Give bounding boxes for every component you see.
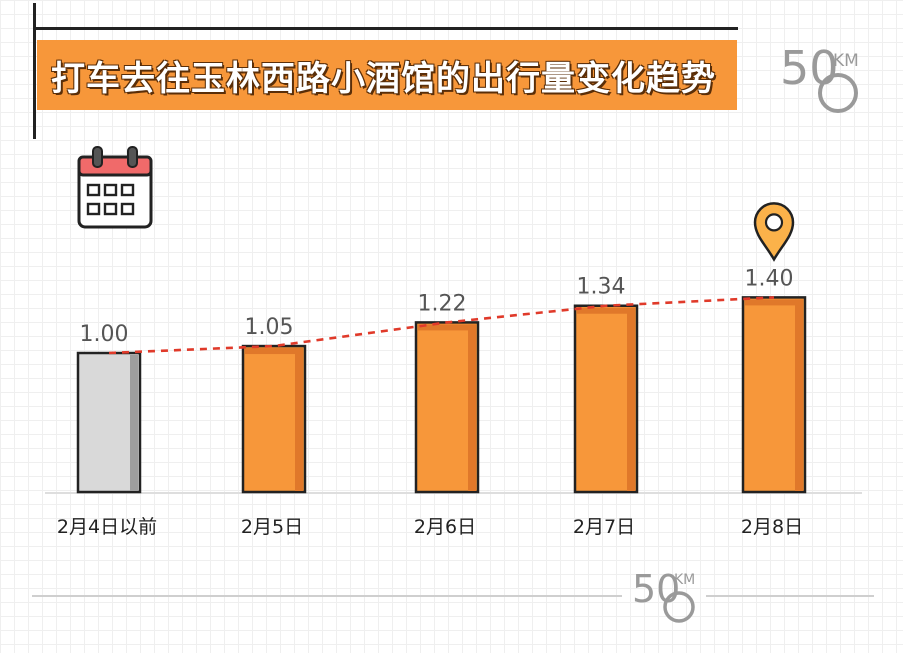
bar-shade: [795, 299, 803, 491]
brand-logo-icon: 50 KM: [780, 41, 859, 113]
category-label: 2月7日: [573, 516, 635, 538]
value-label: 1.22: [418, 291, 467, 316]
value-label: 1.34: [577, 275, 626, 300]
bar: [573, 304, 639, 494]
bar: [741, 296, 807, 494]
bar-top-band: [577, 307, 635, 314]
bar-shade: [130, 355, 138, 491]
value-labels-group: 1.00 1.05 1.22 1.34 1.40: [80, 266, 794, 347]
category-label: 2月4日以前: [57, 516, 157, 538]
bar-top-band: [745, 299, 803, 306]
footer-rule-left: [32, 595, 622, 597]
bar-top-band: [418, 324, 476, 331]
value-label: 1.05: [245, 315, 294, 340]
footer-logo-unit: KM: [674, 572, 695, 588]
footer-rule-right: [706, 595, 874, 597]
title-banner: 打车去往玉林西路小酒馆的出行量变化趋势: [37, 40, 737, 110]
bars-group: [76, 296, 807, 494]
bar: [76, 351, 142, 494]
category-label: 2月8日: [741, 516, 803, 538]
pin-dot: [764, 213, 784, 232]
value-label: 1.00: [80, 322, 129, 347]
footer-logo-icon: 50 KM: [632, 567, 695, 623]
calendar-icon: [77, 146, 153, 229]
trend-line: [108, 296, 775, 355]
footer-logo-ring: [663, 591, 695, 623]
bar-body: [414, 321, 480, 494]
title-frame-vertical-line: [33, 3, 36, 139]
bar-shade: [295, 348, 303, 491]
chart-title: 打车去往玉林西路小酒馆的出行量变化趋势: [51, 58, 716, 99]
title-frame-top-line: [33, 27, 738, 30]
bar-body: [241, 344, 307, 494]
category-label: 2月5日: [241, 516, 303, 538]
value-label: 1.40: [745, 266, 794, 291]
bar-shade: [468, 324, 476, 491]
location-pin-icon: [753, 202, 795, 262]
logo-number: 50: [780, 41, 839, 95]
bar-body: [741, 296, 807, 494]
category-labels-group: 2月4日以前 2月5日 2月6日 2月7日 2月8日: [57, 516, 803, 538]
footer-logo-number: 50: [632, 567, 680, 611]
bar: [414, 321, 480, 494]
bar-top-band: [245, 348, 303, 355]
bar: [241, 344, 307, 494]
category-label: 2月6日: [414, 516, 476, 538]
logo-ring: [818, 73, 858, 113]
bar-body: [76, 351, 142, 494]
bar-shade: [627, 307, 635, 491]
logo-unit: KM: [833, 51, 859, 71]
